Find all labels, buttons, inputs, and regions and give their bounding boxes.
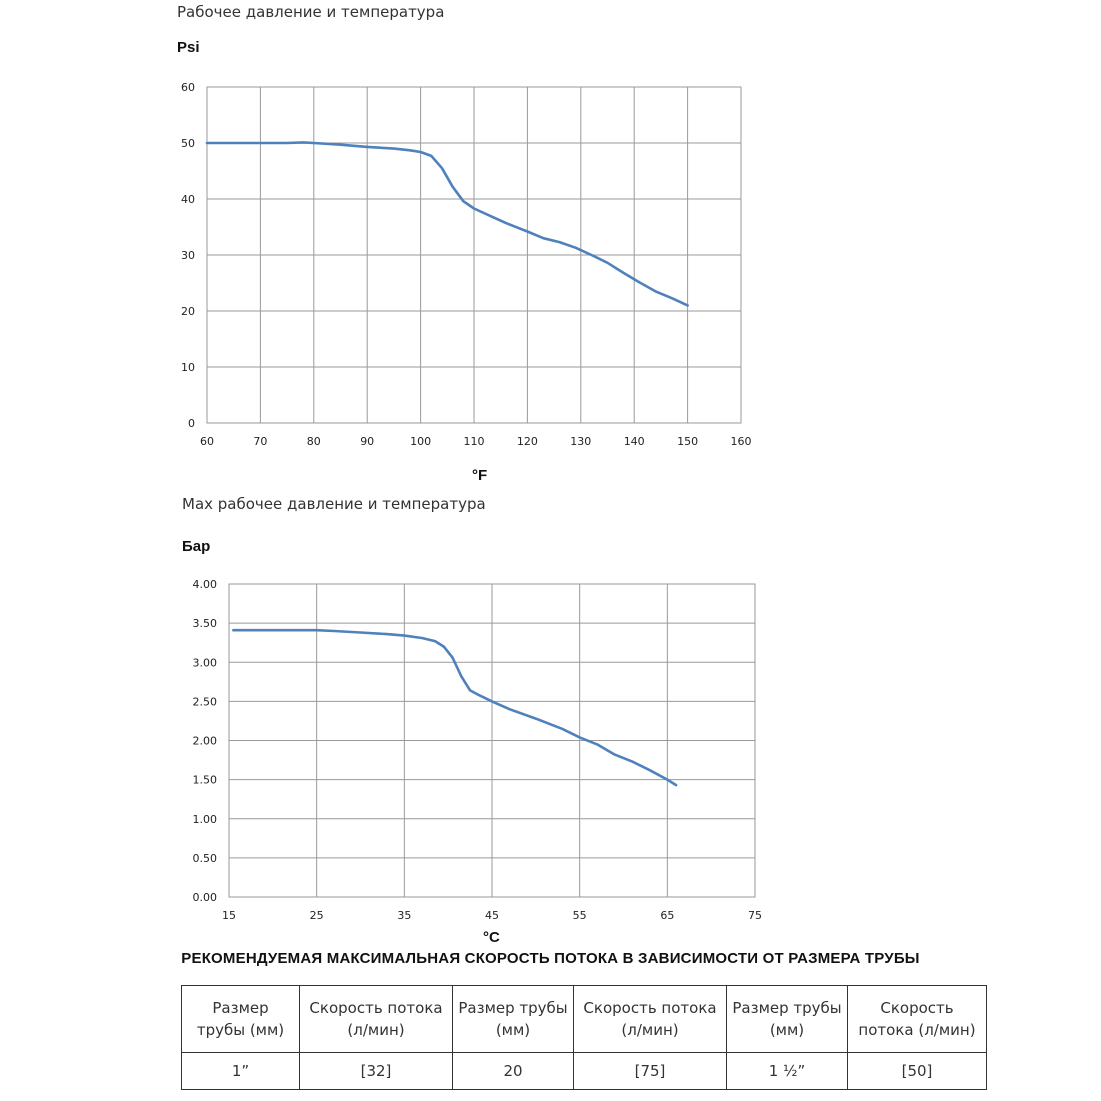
cell-pipe-size: 1 ½” [726,1052,848,1090]
header-pipe-size: Размер трубы (мм) [726,985,848,1053]
cell-pipe-size: 20 [452,1052,574,1090]
header-flow-rate: Скорость потока (л/мин) [847,985,987,1053]
cell-flow-rate: [75] [573,1052,727,1090]
chart2-y-tick-label: 0.50 [193,852,218,865]
chart1-x-tick-label: 120 [517,435,538,448]
chart1-plot: 60 70 80 90 100 110 120 130 140 150 160 0 10 20 30 40 50… [181,81,752,448]
chart2-y-tick-label: 2.50 [193,695,218,708]
chart1-series-line [205,141,689,307]
header-flow-rate: Скорость потока (л/мин) [299,985,453,1053]
chart2-y-tick-label: 1.50 [193,774,218,787]
chart2-x-tick-label: 75 [748,909,762,922]
chart1-y-tick-label: 40 [181,193,195,206]
chart1-x-tick-label: 90 [360,435,374,448]
chart2-x-tick-label: 65 [660,909,674,922]
chart2-y-tick-label: 2.00 [193,735,218,748]
chart1-y-tick-label: 50 [181,137,195,150]
chart1-x-tick-label: 110 [464,435,485,448]
chart2-x-tick-label: 35 [397,909,411,922]
chart2-title: Max рабочее давление и температура [182,495,486,513]
chart2-series-line [232,628,678,787]
chart2-y-tick-label: 3.00 [193,656,218,669]
chart1-x-tick-label: 70 [253,435,267,448]
chart2-plot: 15 25 35 45 55 65 75 0.00 0.50 1.00 1.50 2.00 2.50 3.… [193,578,763,922]
chart1-x-tick-label: 130 [570,435,591,448]
chart1-y-axis-label: Psi [177,39,200,56]
chart2-x-tick-label: 55 [573,909,587,922]
chart2-y-tick-label: 1.00 [193,813,218,826]
cell-flow-rate: [50] [847,1052,987,1090]
chart2-y-tick-label: 0.00 [193,891,218,904]
chart1-y-tick-label: 20 [181,305,195,318]
cell-flow-rate: [32] [299,1052,453,1090]
chart1-x-axis-label: °F [472,467,488,484]
chart2-x-axis-label: °C [483,929,500,946]
chart1-x-tick-label: 100 [410,435,431,448]
header-pipe-size: Размер трубы (мм) [452,985,574,1053]
chart2-y-tick-label: 4.00 [193,578,218,591]
chart2-y-tick-label: 3.50 [193,617,218,630]
chart2-x-tick-label: 25 [310,909,324,922]
chart1-x-tick-label: 60 [200,435,214,448]
chart1-y-tick-label: 0 [188,417,195,430]
header-pipe-size: Размер трубы (мм) [181,985,300,1053]
chart2-y-axis-label: Бар [182,538,211,555]
table-header-row: Размер трубы (мм) Скорость потока (л/мин… [181,985,987,1053]
chart2-x-tick-label: 15 [222,909,236,922]
chart2-x-tick-label: 45 [485,909,499,922]
chart1-x-tick-label: 150 [677,435,698,448]
chart1-y-tick-label: 30 [181,249,195,262]
chart1-x-tick-label: 160 [731,435,752,448]
chart1-x-tick-label: 80 [307,435,321,448]
cell-pipe-size: 1” [231,1062,250,1080]
flow-rate-table: Размер трубы (мм) Скорость потока (л/мин… [181,985,987,1090]
flow-table-title: РЕКОМЕНДУЕМАЯ МАКСИМАЛЬНАЯ СКОРОСТЬ ПОТО… [181,950,920,967]
chart1-y-tick-label: 10 [181,361,195,374]
chart1-title: Рабочее давление и температура [177,3,445,21]
header-flow-rate: Скорость потока (л/мин) [573,985,727,1053]
chart1-y-tick-label: 60 [181,81,195,94]
chart1-x-tick-label: 140 [624,435,645,448]
table-row: 1” [32] 20 [75] 1 ½” [50] [182,1052,987,1090]
